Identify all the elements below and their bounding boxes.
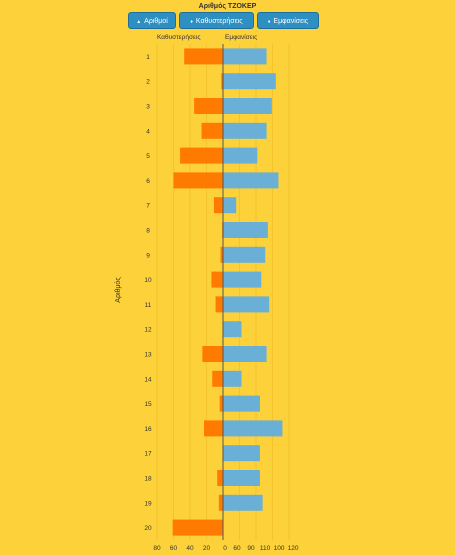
category-label-17: 17 [144, 451, 152, 458]
appearance-bar-13[interactable] [223, 346, 267, 362]
delay-bar-9[interactable] [220, 246, 223, 263]
x-tick-label: 120 [288, 545, 299, 552]
x-tick-label: 80 [153, 545, 161, 552]
appearance-bar-7[interactable] [223, 197, 237, 214]
category-label-7: 7 [146, 203, 150, 210]
appearance-bar-19[interactable] [223, 494, 263, 511]
x-tick-label: 40 [186, 545, 194, 552]
sort-by-number-button[interactable]: ▲ Αριθμοί [128, 12, 176, 29]
delay-bar-10[interactable] [211, 271, 223, 288]
x-tick-labels: 80 60 40 20 0 60 90 110 100 120 [153, 545, 299, 552]
delay-bar-7[interactable] [213, 197, 223, 214]
category-label-13: 13 [144, 352, 152, 359]
category-label-14: 14 [144, 376, 152, 383]
appearance-bar-11[interactable] [223, 296, 270, 313]
delay-bar-16[interactable] [204, 420, 223, 437]
category-label-5: 5 [146, 153, 150, 160]
appearance-bar-6[interactable] [223, 172, 279, 189]
category-label-8: 8 [146, 228, 150, 235]
delay-bar-11[interactable] [215, 296, 223, 313]
delay-bar-13[interactable] [202, 346, 223, 362]
delay-bar-2[interactable] [221, 73, 223, 90]
x-tick-label: 20 [203, 545, 211, 552]
category-label-2: 2 [146, 79, 150, 86]
x-tick-label: 110 [260, 545, 271, 552]
sort-diamond-icon: ♦ [190, 19, 193, 25]
sort-by-appearances-button[interactable]: ♦ Εμφανίσεις [257, 12, 319, 29]
x-tick-label: 0 [223, 545, 227, 552]
sort-by-number-label: Αριθμοί [144, 18, 168, 25]
appearance-bar-8[interactable] [223, 222, 268, 238]
x-tick-label: 60 [233, 545, 241, 552]
x-tick-label: 60 [170, 545, 178, 552]
category-label-1: 1 [146, 54, 150, 61]
appearance-bar-2[interactable] [223, 73, 276, 90]
appearance-bar-1[interactable] [223, 48, 267, 65]
appearance-bar-14[interactable] [223, 370, 242, 387]
delay-bar-5[interactable] [180, 147, 223, 164]
category-label-10: 10 [144, 277, 152, 284]
delay-bar-6[interactable] [173, 172, 224, 189]
category-label-11: 11 [145, 302, 152, 309]
appearance-bar-4[interactable] [223, 122, 267, 139]
x-tick-label: 100 [274, 545, 285, 552]
category-label-18: 18 [144, 476, 152, 483]
x-tick-label: 90 [247, 545, 255, 552]
sort-arrow-icon: ▲ [136, 19, 142, 25]
delay-bar-18[interactable] [217, 470, 223, 486]
appearance-bar-9[interactable] [223, 246, 266, 263]
category-label-19: 19 [144, 500, 152, 507]
category-label-16: 16 [144, 426, 152, 433]
y-axis-label: Αριθμός [114, 277, 122, 303]
appearance-bar-3[interactable] [223, 98, 272, 114]
delay-bar-15[interactable] [219, 395, 223, 412]
delay-bar-20[interactable] [172, 519, 223, 536]
bars [172, 48, 283, 536]
appearance-bar-15[interactable] [223, 395, 260, 412]
sort-by-delays-button[interactable]: ♦ Καθυστερήσεις [179, 12, 254, 29]
sort-by-appearances-label: Εμφανίσεις [273, 18, 309, 25]
delay-bar-3[interactable] [194, 98, 223, 114]
appearance-bar-16[interactable] [223, 420, 283, 437]
category-label-9: 9 [146, 252, 150, 259]
delay-bar-14[interactable] [212, 370, 223, 387]
chart-title: Αριθμός ΤΖΟΚΕΡ [198, 3, 257, 10]
appearance-bar-18[interactable] [223, 470, 260, 486]
category-label-20: 20 [144, 525, 152, 532]
sort-diamond-icon: ♦ [267, 19, 271, 25]
delay-bar-1[interactable] [184, 48, 223, 65]
category-label-15: 15 [144, 401, 152, 408]
category-label-4: 4 [146, 128, 150, 135]
appearance-bar-10[interactable] [223, 271, 262, 288]
appearance-bar-17[interactable] [223, 445, 260, 462]
header-delays: Καθυστερήσεις [157, 34, 200, 41]
appearance-bar-12[interactable] [223, 321, 242, 338]
category-label-12: 12 [144, 327, 152, 334]
category-label-6: 6 [146, 178, 150, 185]
category-label-3: 3 [146, 104, 150, 111]
appearance-bar-5[interactable] [223, 147, 258, 164]
header-appearances: Εμφανίσεις [225, 33, 257, 41]
sort-by-delays-label: Καθυστερήσεις [195, 18, 243, 25]
delay-bar-4[interactable] [201, 122, 223, 139]
delay-bar-19[interactable] [218, 494, 223, 511]
